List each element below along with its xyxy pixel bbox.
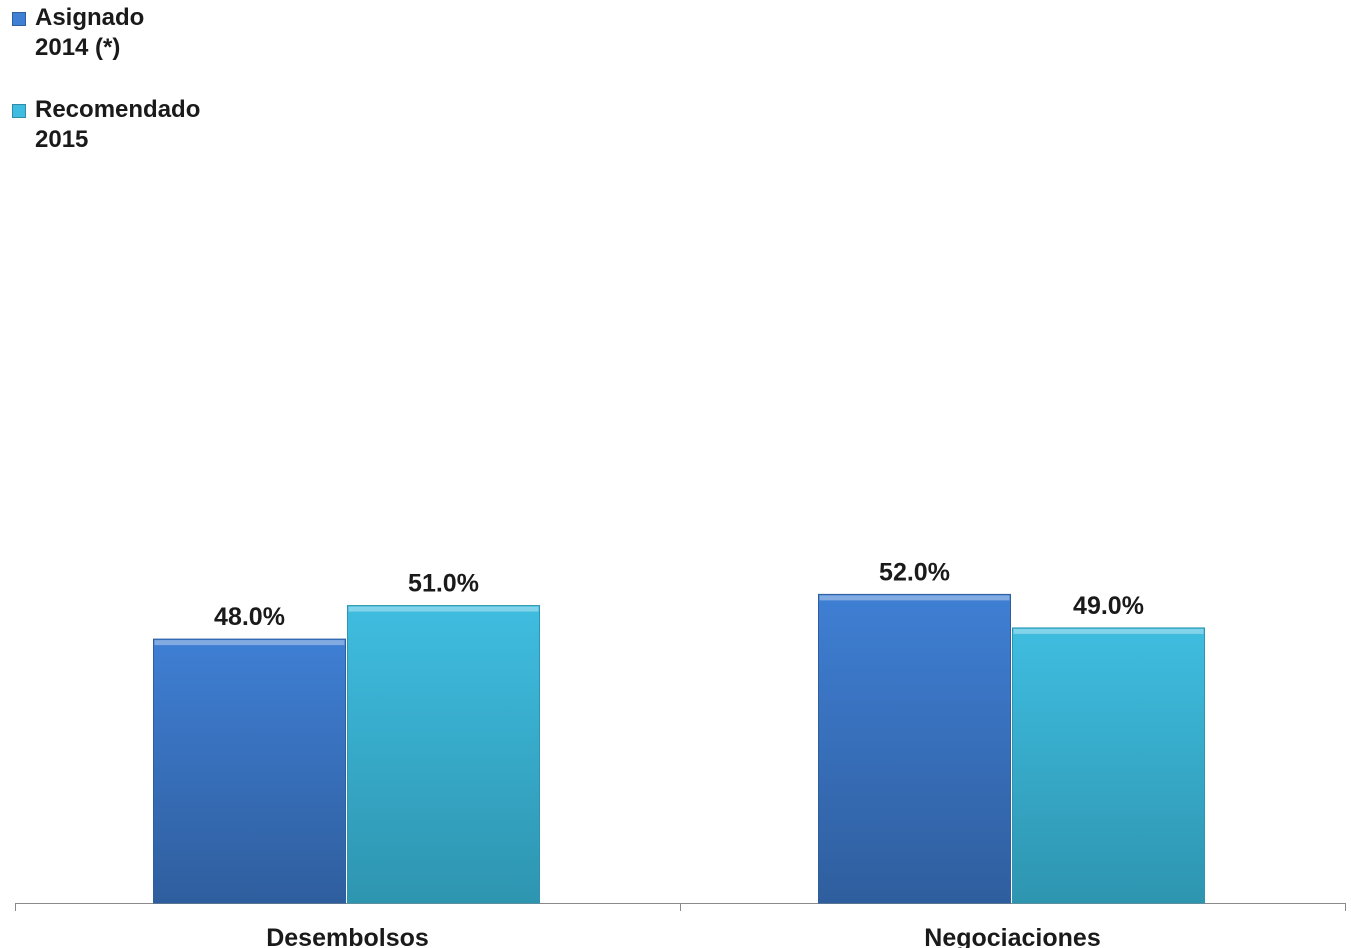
data-label-desembolsos-series-2: 51.0% xyxy=(408,570,479,598)
legend-item-recomendado: Recomendado 2015 xyxy=(3,95,200,155)
bar-top-highlight xyxy=(819,595,1010,601)
legend-label-asignado-line1: Asignado xyxy=(35,4,145,31)
legend-label-asignado-line2: 2014 (*) xyxy=(35,34,121,61)
legend: Asignado 2014 (*) Recomendado 2015 xyxy=(3,3,200,155)
data-label-negociaciones-series-1: 52.0% xyxy=(879,558,950,586)
bar-desembolsos-series-1 xyxy=(153,638,346,904)
legend-swatch-recomendado xyxy=(12,104,26,118)
category-label-negociaciones: Negociaciones xyxy=(924,924,1100,948)
legend-item-asignado: Asignado 2014 (*) xyxy=(3,3,200,63)
category-label-desembolsos: Desembolsos xyxy=(266,924,429,948)
data-label-negociaciones-series-2: 49.0% xyxy=(1073,592,1144,620)
bar-top-highlight xyxy=(154,640,345,646)
data-label-desembolsos-series-1: 48.0% xyxy=(214,603,285,631)
bar-negociaciones-series-1 xyxy=(818,593,1011,904)
legend-swatch-asignado xyxy=(12,12,26,26)
legend-label-recomendado-line1: Recomendado xyxy=(35,96,201,123)
bar-top-highlight xyxy=(348,606,539,612)
bar-top-highlight xyxy=(1013,628,1204,634)
bar-negociaciones-series-2 xyxy=(1012,627,1205,904)
bar-desembolsos-series-2 xyxy=(347,605,540,904)
legend-label-recomendado-line2: 2015 xyxy=(35,126,89,153)
